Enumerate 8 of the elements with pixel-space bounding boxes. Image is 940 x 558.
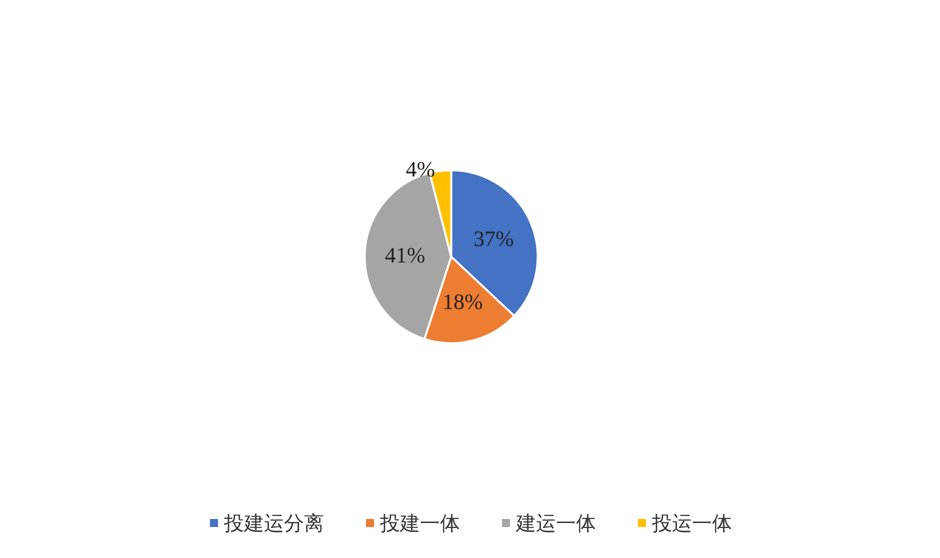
data-label: 18%	[442, 288, 483, 314]
data-label: 41%	[384, 242, 426, 268]
data-label: 4%	[406, 156, 436, 182]
legend-label: 建运一体	[515, 511, 596, 535]
legend-label: 投运一体	[651, 511, 732, 535]
legend-label: 投建一体	[379, 511, 460, 535]
legend-label: 投建运分离	[223, 511, 324, 535]
data-label: 37%	[473, 226, 514, 251]
